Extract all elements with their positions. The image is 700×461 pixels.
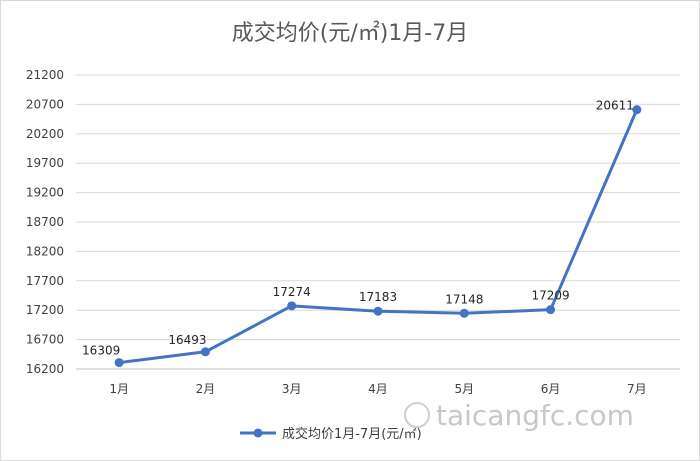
chart-title: 成交均价(元/㎡)1月-7月 <box>232 20 469 46</box>
series-group <box>114 105 642 368</box>
y-tick-label: 16700 <box>26 333 64 347</box>
x-axis-ticks: 1月 2月 3月 4月 5月 6月 7月 <box>109 382 646 396</box>
data-label: 17183 <box>359 290 397 304</box>
watermark: taicangfc.com <box>404 399 634 432</box>
legend-marker <box>253 428 263 438</box>
y-axis-ticks: 16200 16700 17200 17700 18200 18700 19200 19700… <box>26 68 64 376</box>
watermark-text: taicangfc.com <box>436 399 634 432</box>
y-tick-label: 17700 <box>26 274 64 288</box>
series-line <box>118 109 639 365</box>
x-tick-label: 6月 <box>541 382 561 396</box>
data-label: 17148 <box>445 292 483 306</box>
x-tick-label: 2月 <box>196 382 216 396</box>
data-point <box>373 306 383 316</box>
y-tick-label: 19700 <box>26 156 64 170</box>
data-label: 17274 <box>273 285 311 299</box>
x-tick-label: 5月 <box>454 382 474 396</box>
data-point <box>287 301 297 311</box>
gridlines <box>76 74 680 370</box>
data-label: 20611 <box>596 99 634 113</box>
legend: 成交均价1月-7月(元/㎡) <box>240 426 422 442</box>
y-tick-label: 18200 <box>26 244 64 258</box>
y-tick-label: 20200 <box>26 127 64 141</box>
y-tick-label: 18700 <box>26 215 64 229</box>
watermark-logo-icon <box>404 402 430 428</box>
data-point <box>200 347 210 357</box>
data-point <box>632 105 642 115</box>
x-tick-label: 4月 <box>368 382 388 396</box>
data-point <box>546 305 556 315</box>
x-tick-label: 7月 <box>627 382 647 396</box>
data-label: 16309 <box>82 344 120 358</box>
y-tick-label: 17200 <box>26 303 64 317</box>
data-label: 17209 <box>531 289 569 303</box>
y-tick-label: 19200 <box>26 186 64 200</box>
y-tick-label: 16200 <box>26 362 64 376</box>
y-tick-label: 21200 <box>26 68 64 82</box>
data-labels: 16309 16493 17274 17183 17148 17209 20611 <box>82 99 634 358</box>
data-point <box>459 308 469 318</box>
x-tick-label: 3月 <box>282 382 302 396</box>
y-tick-label: 20700 <box>26 97 64 111</box>
x-tick-label: 1月 <box>109 382 129 396</box>
data-label: 16493 <box>168 333 206 347</box>
data-point <box>114 358 124 368</box>
legend-entry: 成交均价1月-7月(元/㎡) <box>282 426 422 442</box>
